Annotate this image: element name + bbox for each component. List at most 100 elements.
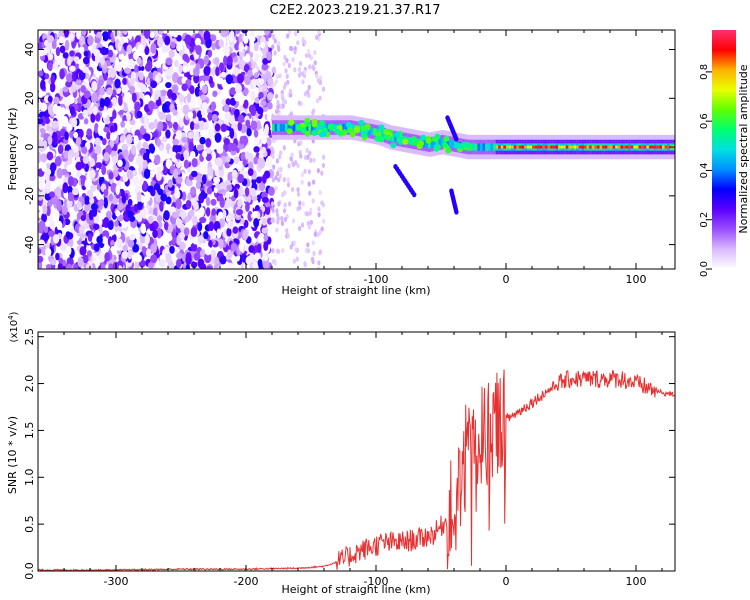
- heatmap-cell: [47, 104, 53, 115]
- heatmap-cell: [161, 30, 169, 34]
- heatmap-cell: [220, 30, 228, 38]
- heatmap-cell: [83, 50, 89, 57]
- heatmap-cell: [53, 96, 60, 105]
- heatmap-cell: [172, 144, 179, 154]
- heatmap-cell: [617, 145, 621, 149]
- heatmap-cell: [70, 85, 77, 93]
- heatmap-cell: [281, 192, 285, 198]
- heatmap-cell: [158, 110, 166, 121]
- heatmap-cell: [154, 60, 162, 69]
- heatmap-cell: [576, 145, 580, 149]
- heatmap-cell: [243, 33, 249, 45]
- heatmap-cell: [307, 224, 312, 230]
- heatmap-cell: [298, 205, 302, 211]
- heatmap-cell: [211, 150, 216, 162]
- heatmap-cell: [253, 156, 259, 165]
- heatmap-cell: [199, 129, 208, 138]
- heatmap-cell: [47, 35, 55, 44]
- heatmap-cell: [124, 67, 132, 74]
- heatmap-cell: [112, 109, 117, 120]
- heatmap-cell: [135, 120, 142, 129]
- heatmap-cell: [79, 246, 87, 256]
- heatmap-cell: [229, 30, 235, 38]
- heatmap-cell: [99, 56, 105, 66]
- heatmap-cell: [261, 227, 269, 234]
- heatmap-cell: [82, 155, 89, 164]
- heatmap-cell: [142, 141, 149, 150]
- heatmap-cell: [260, 100, 267, 107]
- heatmap-cell: [257, 57, 262, 68]
- heatmap-cell: [190, 226, 198, 238]
- heatmap-cell: [249, 187, 257, 197]
- heatmap-cell: [263, 241, 269, 251]
- heatmap-cell: [317, 206, 321, 212]
- heatmap-cell: [394, 131, 401, 138]
- spectrogram-cells: [38, 30, 675, 269]
- heatmap-cell: [126, 169, 134, 180]
- heatmap-cell: [304, 155, 308, 161]
- heatmap-cell: [145, 248, 152, 258]
- heatmap-cell: [176, 218, 183, 229]
- heatmap-cell: [204, 246, 212, 256]
- heatmap-cell: [238, 41, 244, 53]
- heatmap-cell: [190, 242, 198, 253]
- heatmap-cell: [305, 147, 309, 153]
- heatmap-cell: [203, 230, 209, 240]
- heatmap-cell: [267, 136, 272, 147]
- heatmap-cell: [117, 159, 123, 168]
- heatmap-cell: [75, 161, 83, 171]
- heatmap-cell: [242, 158, 247, 167]
- heatmap-cell: [218, 39, 225, 48]
- heatmap-cell: [96, 192, 102, 201]
- heatmap-cell: [649, 145, 653, 149]
- heatmap-cell: [271, 33, 275, 39]
- heatmap-cell: [261, 217, 267, 226]
- heatmap-cell: [275, 227, 279, 233]
- heatmap-cell: [441, 138, 445, 146]
- heatmap-cell: [219, 181, 227, 190]
- heatmap-cell: [94, 37, 101, 44]
- y-tick-label: 1.5: [23, 422, 36, 440]
- heatmap-cell: [311, 179, 316, 185]
- heatmap-cell: [311, 129, 318, 136]
- heatmap-cell: [534, 145, 538, 149]
- heatmap-cell: [116, 239, 123, 247]
- heatmap-cell: [309, 207, 313, 213]
- heatmap-cell: [86, 250, 92, 257]
- heatmap-cell: [281, 248, 285, 254]
- heatmap-cell: [172, 30, 179, 38]
- heatmap-cell: [394, 134, 398, 142]
- heatmap-cell: [643, 145, 647, 149]
- heatmap-cell: [171, 230, 177, 239]
- x-tick-label: -200: [234, 273, 259, 286]
- heatmap-cell: [316, 125, 323, 132]
- heatmap-cell: [287, 163, 291, 169]
- heatmap-cell: [143, 195, 151, 202]
- heatmap-cell: [495, 145, 499, 149]
- heatmap-cell: [646, 145, 650, 149]
- heatmap-cell: [38, 89, 43, 100]
- heatmap-cell: [385, 134, 392, 141]
- heatmap-cell: [516, 145, 520, 149]
- heatmap-cell: [267, 102, 273, 110]
- heatmap-cell: [318, 249, 323, 255]
- heatmap-cell: [194, 37, 202, 46]
- heatmap-cell: [243, 219, 249, 229]
- heatmap-cell: [297, 100, 301, 106]
- heatmap-cell: [274, 175, 278, 181]
- heatmap-cell: [95, 112, 101, 122]
- heatmap-cell: [184, 216, 190, 223]
- heatmap-cell: [195, 44, 202, 56]
- heatmap-cell: [276, 219, 280, 225]
- heatmap-cell: [67, 175, 75, 187]
- heatmap-cell: [84, 202, 91, 213]
- heatmap-cell: [182, 65, 189, 73]
- heatmap-cell: [275, 208, 279, 214]
- heatmap-cell: [99, 98, 105, 108]
- x-tick-label: 100: [626, 273, 647, 286]
- heatmap-cell: [171, 151, 177, 163]
- heatmap-cell: [463, 141, 470, 148]
- heatmap-cell: [68, 32, 75, 41]
- heatmap-cell: [182, 53, 189, 62]
- heatmap-cell: [252, 78, 257, 89]
